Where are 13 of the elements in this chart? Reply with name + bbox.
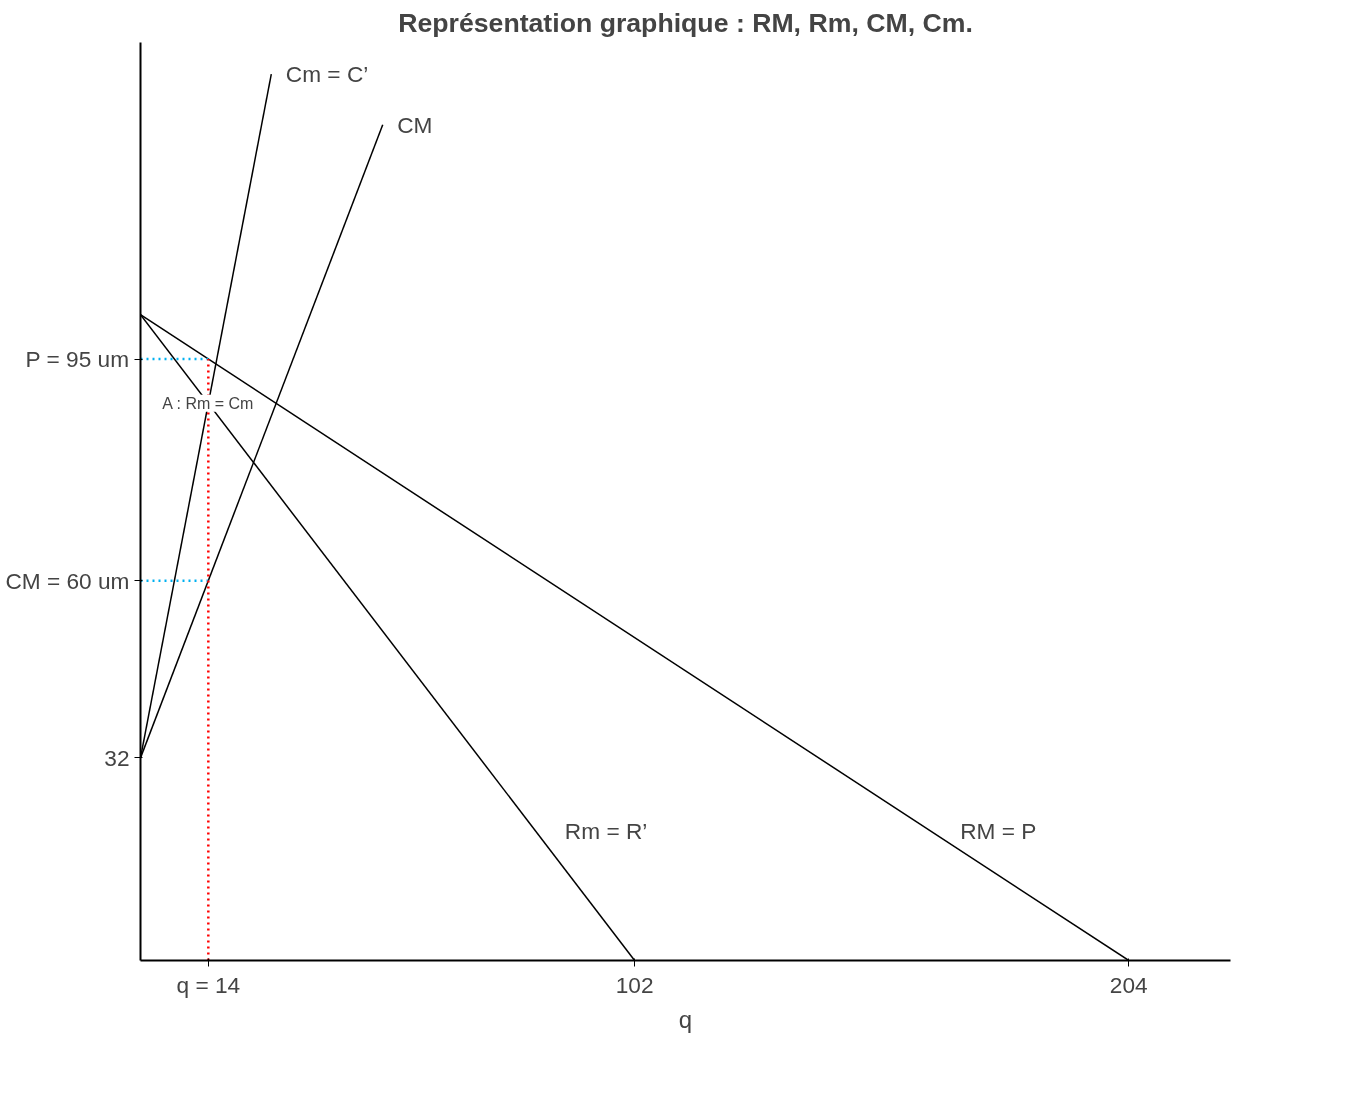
x-tick-label: 102 bbox=[615, 971, 654, 998]
y-tick-label: 32 bbox=[104, 744, 130, 771]
series-label: CM bbox=[397, 111, 433, 138]
x-axis-title: q bbox=[678, 1005, 693, 1033]
series-label: RM = P bbox=[960, 818, 1037, 845]
series-label: Cm = C’ bbox=[285, 61, 369, 88]
series-label: Rm = R’ bbox=[564, 818, 648, 845]
annotation: A : Rm = Cm bbox=[162, 394, 254, 412]
y-tick-label: CM = 60 um bbox=[5, 567, 130, 594]
x-tick-label: q = 14 bbox=[176, 971, 241, 998]
y-tick-label: P = 95 um bbox=[25, 346, 130, 373]
x-tick-label: 204 bbox=[1109, 971, 1148, 998]
chart-title: Représentation graphique : RM, Rm, CM, Cm. bbox=[398, 7, 973, 38]
